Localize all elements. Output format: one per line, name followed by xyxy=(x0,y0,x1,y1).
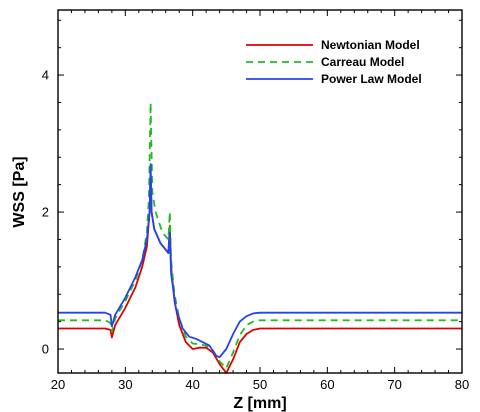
y-tick-label: 2 xyxy=(42,205,49,220)
x-tick-label: 70 xyxy=(387,377,401,392)
x-tick-label: 60 xyxy=(320,377,334,392)
x-tick-label: 50 xyxy=(253,377,267,392)
ticks-layer: 20 30 40 50 60 70 80 0 2 4 xyxy=(42,10,469,392)
x-tick-label: 20 xyxy=(51,377,65,392)
y-tick-label: 4 xyxy=(42,68,49,83)
x-axis-title: Z [mm] xyxy=(233,395,286,412)
plot-frame xyxy=(57,9,463,374)
series-line-2 xyxy=(58,101,462,370)
legend-label-1: Newtonian Model xyxy=(321,38,420,52)
legend-label-3: Power Law Model xyxy=(321,72,422,86)
legend-label-2: Carreau Model xyxy=(321,55,404,69)
x-tick-label: 80 xyxy=(455,377,469,392)
x-tick-label: 40 xyxy=(185,377,199,392)
plot-area xyxy=(58,101,462,374)
series-line-1 xyxy=(58,170,462,374)
y-axis-title: WSS [Pa] xyxy=(11,156,28,227)
y-tick-label: 0 xyxy=(42,342,49,357)
series-line-3 xyxy=(58,163,462,359)
legend: Newtonian Model Carreau Model Power Law Mo… xyxy=(246,38,422,86)
x-tick-label: 30 xyxy=(118,377,132,392)
